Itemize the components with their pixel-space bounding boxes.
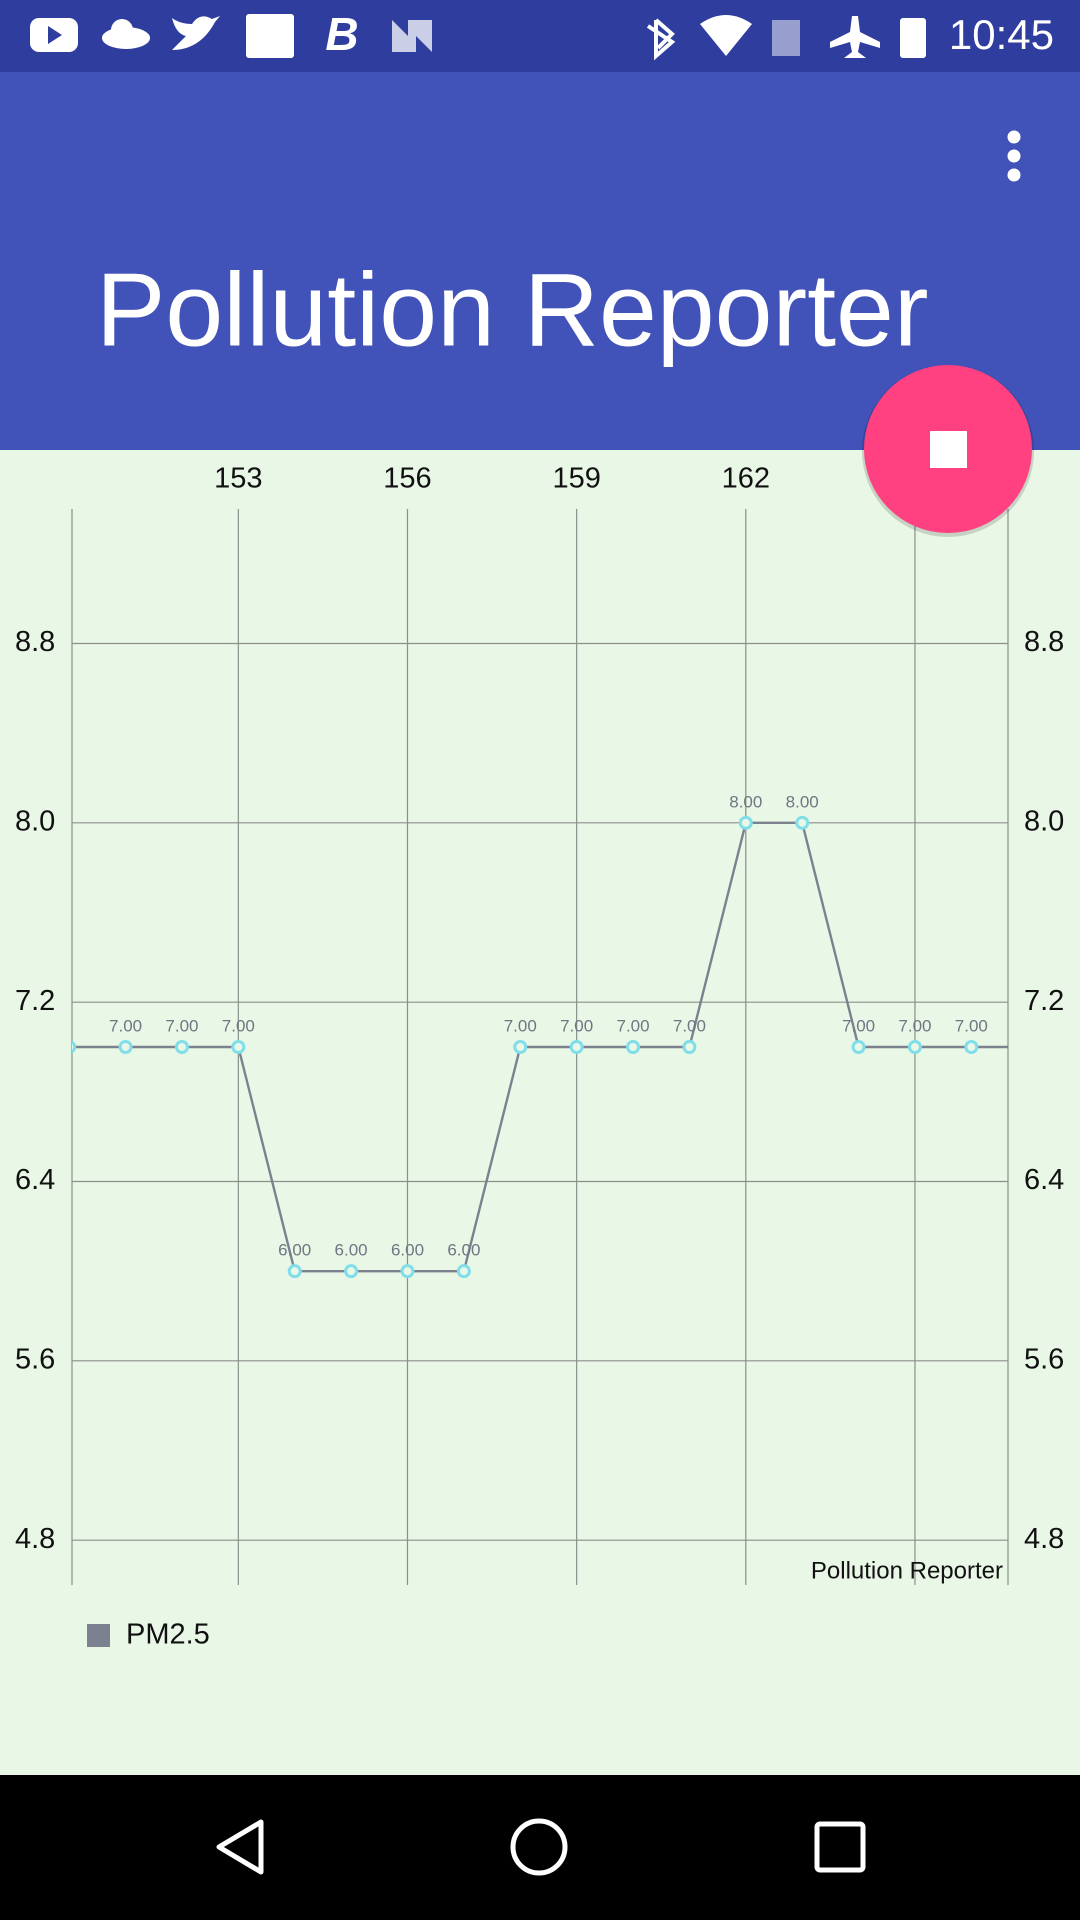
x-tick-label: 162 bbox=[722, 463, 770, 495]
data-point bbox=[513, 1040, 528, 1054]
plot-area: 7.00 7.00 7.00 6.00 6.00 6.00 6.00 7.00 7.00 7.00… bbox=[72, 792, 1008, 1279]
y2-tick-label: 4.8 bbox=[1024, 1523, 1064, 1555]
x-tick-label: 159 bbox=[552, 463, 600, 495]
svg-text:B: B bbox=[325, 8, 358, 60]
data-label: 7.00 bbox=[898, 1016, 931, 1035]
data-point bbox=[456, 1264, 471, 1279]
data-point bbox=[907, 1040, 922, 1054]
data-point bbox=[626, 1040, 641, 1054]
data-point bbox=[738, 815, 753, 830]
data-label: 8.00 bbox=[786, 792, 819, 811]
back-button[interactable] bbox=[216, 1819, 264, 1875]
data-label: 6.00 bbox=[391, 1241, 424, 1260]
data-point bbox=[287, 1264, 302, 1279]
status-time: 10:45 bbox=[949, 11, 1054, 58]
data-label: 7.00 bbox=[616, 1016, 649, 1035]
data-point bbox=[569, 1040, 584, 1054]
chart-description: Pollution Reporter bbox=[811, 1557, 1003, 1584]
data-label: 7.00 bbox=[673, 1016, 706, 1035]
data-point bbox=[795, 815, 810, 830]
status-icons: B bbox=[30, 8, 926, 61]
chart: 4.8 4.8 5.6 5.6 6.4 6.4 7.2 7.2 8.0 8.0 8.8 8.8 153 1… bbox=[15, 463, 1064, 1651]
y2-tick-label: 5.6 bbox=[1024, 1343, 1064, 1375]
data-point bbox=[682, 1040, 697, 1054]
data-label: 7.00 bbox=[560, 1016, 593, 1035]
data-label: 7.00 bbox=[222, 1016, 255, 1035]
y2-tick-label: 7.2 bbox=[1024, 985, 1064, 1017]
data-point bbox=[964, 1040, 979, 1054]
y-tick-label: 8.8 bbox=[15, 626, 55, 658]
y-tick-label: 6.4 bbox=[15, 1164, 55, 1196]
data-label: 7.00 bbox=[955, 1016, 988, 1035]
legend-label: PM2.5 bbox=[126, 1619, 210, 1651]
recents-button[interactable] bbox=[814, 1821, 866, 1873]
data-line bbox=[72, 821, 1008, 1273]
data-point bbox=[72, 1040, 77, 1054]
data-label: 6.00 bbox=[447, 1241, 480, 1260]
data-label: 7.00 bbox=[109, 1016, 142, 1035]
y2-tick-label: 6.4 bbox=[1024, 1164, 1064, 1196]
data-label: 7.00 bbox=[504, 1016, 537, 1035]
x-tick-label: 156 bbox=[383, 463, 431, 495]
data-point bbox=[851, 1040, 866, 1054]
y-tick-label: 5.6 bbox=[15, 1343, 55, 1375]
y2-tick-label: 8.0 bbox=[1024, 805, 1064, 837]
overflow-menu[interactable] bbox=[1007, 130, 1021, 182]
x-tick-label: 153 bbox=[214, 463, 262, 495]
home-button[interactable] bbox=[510, 1818, 568, 1876]
y-tick-label: 7.2 bbox=[15, 985, 55, 1017]
data-label: 6.00 bbox=[335, 1241, 368, 1260]
legend-swatch bbox=[87, 1624, 110, 1647]
y2-tick-label: 8.8 bbox=[1024, 626, 1064, 658]
data-point bbox=[231, 1040, 246, 1054]
nav-bar bbox=[0, 1775, 1080, 1920]
data-point bbox=[344, 1264, 359, 1279]
data-label: 7.00 bbox=[842, 1016, 875, 1035]
data-point bbox=[118, 1040, 133, 1054]
stop-icon bbox=[930, 431, 967, 468]
y-tick-label: 8.0 bbox=[15, 805, 55, 837]
data-label: 7.00 bbox=[165, 1016, 198, 1035]
app-title: Pollution Reporter bbox=[96, 252, 928, 368]
y-tick-label: 4.8 bbox=[15, 1523, 55, 1555]
data-point bbox=[174, 1040, 189, 1054]
data-point bbox=[400, 1264, 415, 1279]
data-label: 6.00 bbox=[278, 1241, 311, 1260]
data-label: 8.00 bbox=[729, 792, 762, 811]
